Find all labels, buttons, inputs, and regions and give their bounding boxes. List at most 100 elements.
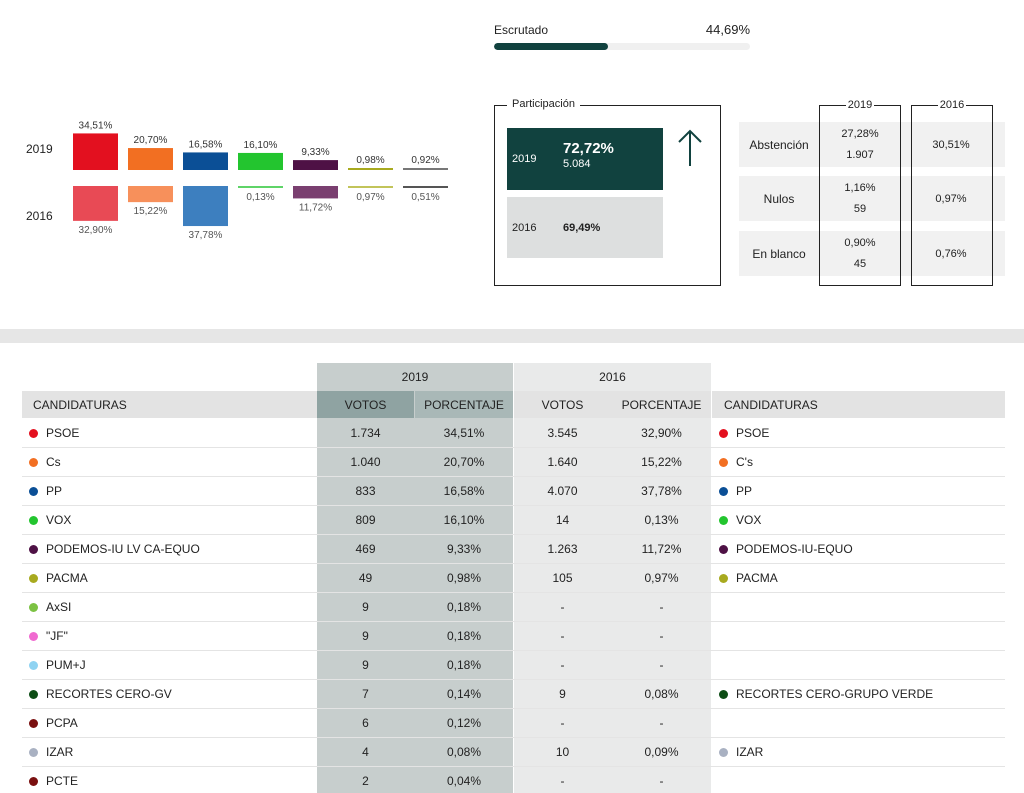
abstencion-2019-column: 2019 — [819, 99, 901, 286]
party-color-dot-icon — [719, 486, 728, 496]
party-color-dot-icon — [719, 747, 728, 757]
row-votos-2019: 9 — [362, 658, 369, 672]
row-votos-2019: 469 — [355, 542, 376, 556]
row-votos-2019: 9 — [362, 629, 369, 643]
abstencion-2016-header: 2016 — [937, 99, 967, 111]
bar-label-2019: 9,33% — [301, 147, 329, 158]
participacion-2019-votes: 5.084 — [563, 158, 591, 170]
row-votos-2019: 49 — [358, 571, 373, 585]
row-porcentaje-2019: 16,58% — [443, 484, 485, 498]
abstencion-row: Nulos 1,16% 59 0,97% — [739, 176, 1005, 221]
table-row: PCPA 6 0,12% - - — [22, 709, 1005, 738]
row-candidatura: PCTE — [29, 767, 78, 793]
bar-label-2016: 11,72% — [299, 202, 332, 213]
header-candidaturas-2016: CANDIDATURAS — [724, 397, 818, 412]
bar-label-2016: 0,51% — [411, 192, 439, 203]
bar-label-2016: 32,90% — [79, 225, 113, 236]
table-row: PUM+J 9 0,18% - - — [22, 651, 1005, 680]
table-row: "JF" 9 0,18% - - — [22, 622, 1005, 651]
table-row: Cs 1.040 20,70% 1.640 15,22% C's — [22, 448, 1005, 477]
participacion-2016-year: 2016 — [512, 222, 537, 234]
row-porcentaje-2016: - — [659, 716, 664, 730]
party-color-dot-icon — [29, 515, 38, 525]
bar-2019 — [293, 160, 338, 170]
party-color-dot-icon — [719, 544, 728, 554]
table-row: AxSI 9 0,18% - - — [22, 593, 1005, 622]
row-candidatura-2016: PP — [719, 477, 752, 505]
row-party-name: IZAR — [46, 745, 74, 759]
bar-label-2019: 16,58% — [189, 139, 223, 150]
row-porcentaje-2019: 0,14% — [446, 687, 482, 701]
row-candidatura-2016: C's — [719, 448, 753, 476]
abstencion-row-label: En blanco — [752, 246, 806, 261]
table-header: CANDIDATURAS VOTOS PORCENTAJE VOTOS PORC… — [22, 391, 1005, 418]
bar-2019 — [73, 133, 118, 170]
row-porcentaje-2019: 0,04% — [446, 774, 482, 788]
escrutado-track — [494, 43, 750, 50]
party-color-dot-icon — [29, 747, 38, 757]
row-party-name: PUM+J — [46, 658, 86, 672]
row-party-name-2016: PSOE — [736, 426, 770, 440]
abstencion-row-label: Nulos — [763, 191, 795, 206]
row-candidatura: Cs — [29, 448, 61, 476]
row-votos-2016: - — [560, 600, 565, 614]
party-color-dot-icon — [719, 573, 728, 583]
party-color-dot-icon — [719, 428, 728, 438]
bar-2016 — [183, 186, 228, 227]
row-votos-2016: 105 — [552, 571, 573, 585]
escrutado-value: 44,69% — [705, 22, 750, 37]
row-party-name: PODEMOS-IU LV CA-EQUO — [46, 542, 200, 556]
table-row: PODEMOS-IU LV CA-EQUO 469 9,33% 1.263 11,72%… — [22, 535, 1005, 564]
abstencion-row-2016-pct: 30,51% — [932, 138, 970, 151]
table-row: IZAR 4 0,08% 10 0,09% IZAR — [22, 738, 1005, 767]
row-votos-2019: 809 — [355, 513, 376, 527]
bar-2016 — [348, 186, 393, 188]
abstencion-row-2016-pct: 0,97% — [935, 192, 967, 205]
row-votos-2016: 3.545 — [547, 426, 578, 440]
row-porcentaje-2016: - — [659, 600, 664, 614]
row-candidatura: PUM+J — [29, 651, 86, 679]
row-candidatura: AxSI — [29, 593, 71, 621]
row-candidatura: PP — [29, 477, 62, 505]
bar-label-2016: 15,22% — [134, 206, 168, 217]
table-row: PP 833 16,58% 4.070 37,78% PP — [22, 477, 1005, 506]
row-candidatura: PSOE — [29, 419, 79, 447]
escrutado-fill — [494, 43, 609, 50]
row-party-name: PACMA — [46, 571, 88, 585]
bar-label-2016: 37,78% — [189, 230, 223, 241]
row-party-name-2016: PODEMOS-IU-EQUO — [736, 542, 853, 556]
row-party-name: RECORTES CERO-GV — [46, 687, 172, 701]
row-porcentaje-2019: 0,98% — [446, 571, 482, 585]
party-color-dot-icon — [719, 515, 728, 525]
abstencion-row-2019-pct: 1,16% — [844, 182, 876, 194]
bar-2016 — [238, 186, 283, 188]
results-table: 2019 2016 CANDIDATURAS VOTOS PORCENTAJE … — [0, 343, 1024, 793]
table-row: PSOE 1.734 34,51% 3.545 32,90% PSOE — [22, 419, 1005, 448]
abstencion-row-2019-pct: 0,90% — [844, 237, 876, 249]
header-year-2019: 2019 — [401, 370, 429, 384]
abstencion-row-2019-num: 59 — [853, 203, 867, 215]
abstencion-row-2019: 0,90% 45 — [820, 231, 900, 276]
bar-label-2016: 0,97% — [356, 192, 384, 203]
row-party-name: PSOE — [46, 426, 80, 440]
row-porcentaje-2016: - — [659, 629, 664, 643]
row-votos-2019: 7 — [362, 687, 369, 701]
abstencion-row-2019-num: 45 — [853, 258, 867, 270]
escrutado-label: Escrutado — [494, 23, 549, 37]
row-votos-2019: 1.734 — [350, 426, 381, 440]
bar-label-2019: 0,98% — [356, 155, 384, 166]
row-votos-2016: - — [560, 716, 565, 730]
row-porcentaje-2016: 0,09% — [644, 745, 679, 759]
row-porcentaje-2016: 11,72% — [641, 542, 682, 556]
row-votos-2016: 4.070 — [547, 484, 578, 498]
row-porcentaje-2019: 0,08% — [446, 745, 482, 759]
header-votos-2019: VOTOS — [344, 397, 387, 412]
party-color-dot-icon — [29, 660, 38, 670]
row-porcentaje-2016: - — [659, 774, 664, 788]
row-party-name-2016: C's — [736, 455, 753, 469]
row-porcentaje-2019: 16,10% — [443, 513, 485, 527]
row-candidatura-2016: RECORTES CERO-GRUPO VERDE — [719, 680, 933, 708]
bar-2016 — [403, 186, 448, 188]
party-color-dot-icon — [29, 457, 38, 467]
bar-label-2019: 34,51% — [79, 120, 113, 131]
